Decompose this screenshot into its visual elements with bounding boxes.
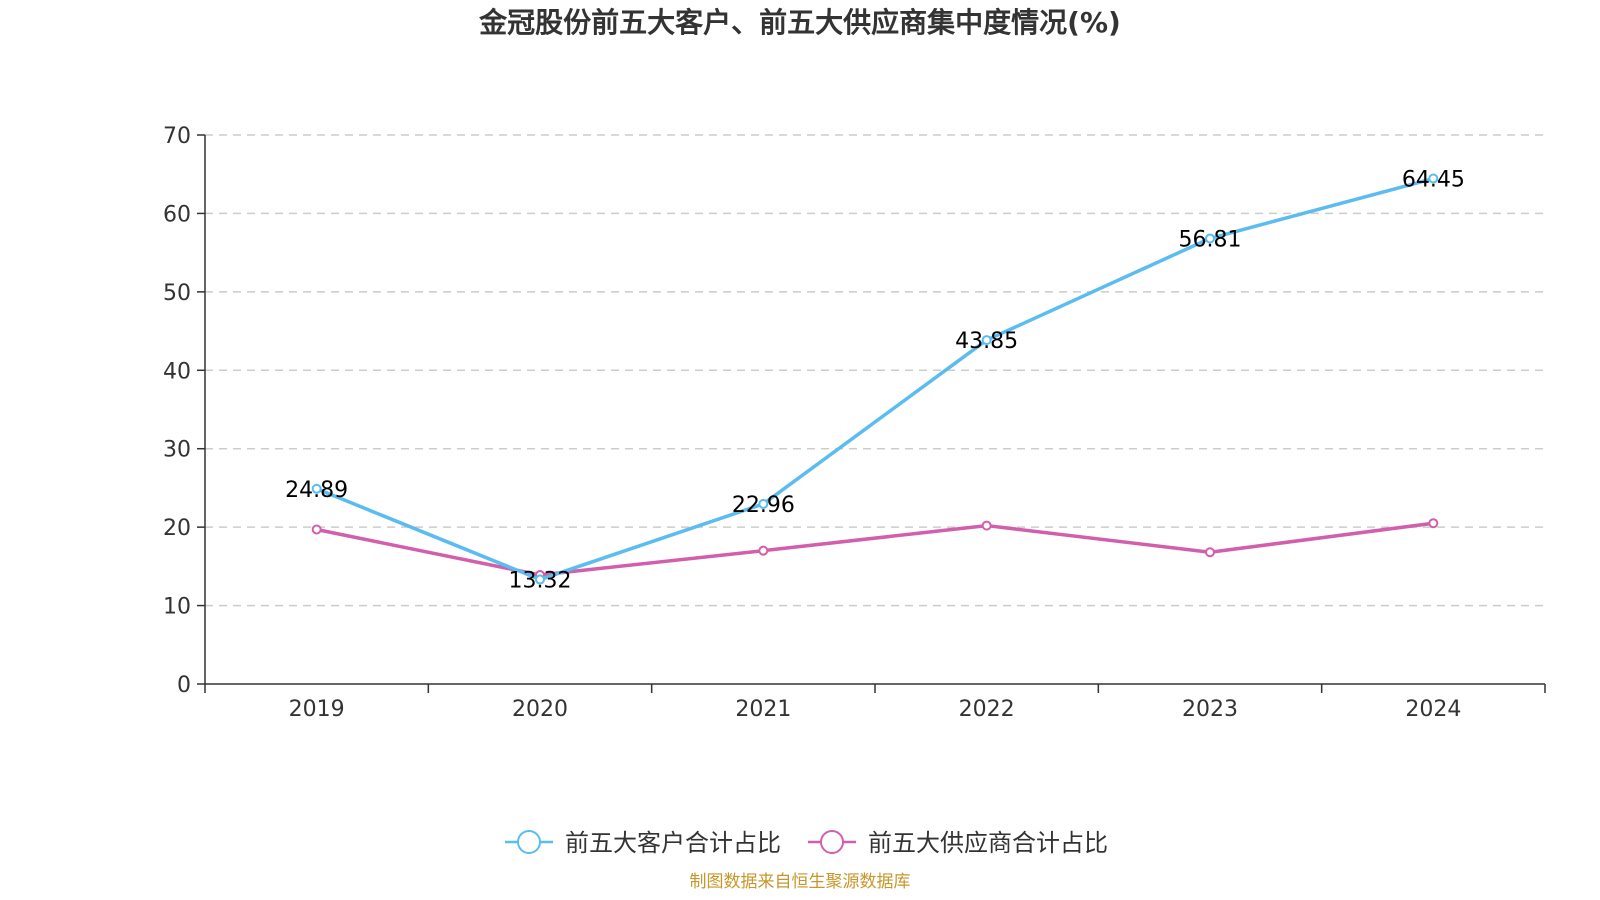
series-layer: [311, 173, 1439, 585]
legend-label-0: 前五大客户合计占比: [565, 829, 781, 857]
data-point-s0-2019: [311, 483, 322, 494]
data-point-s1-2021: [758, 545, 769, 556]
data-label-s0-2022: 43.85: [955, 329, 1018, 354]
x-tick-label-2019: 2019: [289, 697, 345, 722]
series-line-1: [316, 521, 1434, 577]
data-point-s0-2023: [1205, 233, 1215, 244]
data-label-s0-2023: 56.81: [1179, 227, 1242, 252]
data-point-s1-2024: [1428, 518, 1439, 529]
legend-marker-0: [517, 830, 541, 854]
y-tick-label-30: 30: [163, 438, 191, 463]
data-labels: 24.89 13.32 22.96 43.85 56.81 64.45: [285, 168, 1465, 594]
y-tick-label-70: 70: [163, 124, 191, 149]
x-tick-label-2021: 2021: [735, 697, 791, 722]
y-tick-label-20: 20: [163, 516, 191, 541]
source-note: 制图数据来自恒生聚源数据库: [690, 872, 911, 892]
data-point-s1-2023: [1205, 547, 1215, 558]
legend-label-1: 前五大供应商合计占比: [868, 829, 1108, 857]
chart-title: 金冠股份前五大客户、前五大供应商集中度情况(%): [478, 6, 1121, 39]
data-label-s0-2019: 24.89: [285, 478, 348, 503]
y-tick-label-10: 10: [163, 595, 191, 620]
data-point-s0-2024: [1428, 173, 1439, 184]
data-label-s0-2024: 64.45: [1402, 168, 1465, 193]
data-point-s0-2022: [981, 335, 992, 346]
series-line-0: [316, 176, 1434, 582]
data-point-s1-2022: [981, 520, 992, 531]
data-point-s0-2020: [535, 574, 545, 585]
legend[interactable]: 前五大客户合计占比 前五大供应商合计占比: [505, 829, 1108, 857]
y-tick-label-40: 40: [163, 359, 191, 384]
legend-item-0[interactable]: 前五大客户合计占比: [505, 829, 781, 857]
axes: 0 10 20 30 40 50 60 70 2019 2020 2021 2022 2023 2024: [163, 124, 1546, 722]
x-tick-label-2020: 2020: [512, 697, 568, 722]
data-label-s0-2020: 13.32: [509, 569, 572, 594]
legend-item-1[interactable]: 前五大供应商合计占比: [808, 829, 1108, 857]
x-tick-label-2022: 2022: [959, 697, 1015, 722]
y-tick-label-50: 50: [163, 281, 191, 306]
legend-marker-1: [820, 830, 844, 854]
y-tick-label-0: 0: [177, 673, 191, 698]
x-tick-label-2023: 2023: [1182, 697, 1238, 722]
y-tick-label-60: 60: [163, 202, 191, 227]
x-tick-label-2024: 2024: [1405, 697, 1461, 722]
data-label-s0-2021: 22.96: [732, 493, 795, 518]
data-point-s1-2019: [311, 524, 322, 535]
data-point-s0-2021: [758, 498, 769, 509]
